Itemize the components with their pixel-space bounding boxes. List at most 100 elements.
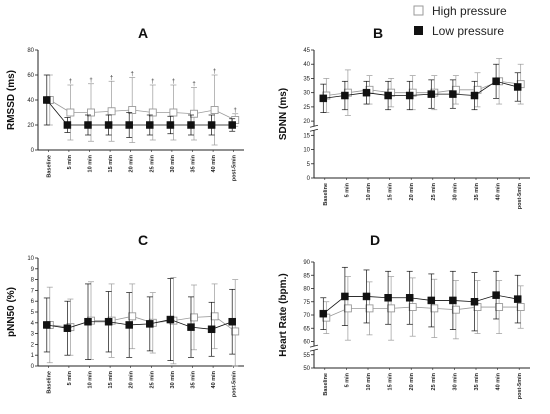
panel-letter: B — [373, 25, 383, 41]
y-tick-label: 1 — [31, 353, 35, 359]
data-point-low-pressure — [362, 88, 371, 97]
significance-marker: † — [172, 79, 175, 85]
x-tick-label: post-5min — [232, 370, 238, 397]
axis-break-mark — [309, 124, 319, 128]
data-point-low-pressure — [125, 321, 133, 329]
data-point-high-pressure — [107, 107, 116, 116]
y-tick-label: 80 — [27, 48, 34, 54]
x-tick-label: 25 min — [149, 370, 155, 388]
data-point-low-pressure — [470, 298, 479, 306]
y-tick-label: 60 — [303, 340, 310, 346]
x-tick-label: 5 min — [344, 372, 350, 387]
data-point-low-pressure — [513, 83, 522, 91]
y-tick-label: 75 — [303, 300, 310, 306]
y-tick-label: 15 — [303, 133, 310, 139]
y-tick-label: 3 — [31, 332, 35, 338]
y-tick-label: 35 — [303, 76, 310, 82]
y-tick-label: 10 — [27, 256, 34, 262]
y-axis-label: pNN50 (%) — [6, 287, 17, 337]
data-point-high-pressure — [451, 305, 460, 314]
y-tick-label: 4 — [31, 321, 35, 327]
data-point-low-pressure — [228, 317, 236, 326]
y-tick-label: 9 — [31, 267, 35, 273]
x-tick-label: 20 min — [409, 372, 415, 390]
data-point-low-pressure — [63, 121, 72, 129]
x-tick-label: 20 min — [129, 154, 135, 172]
x-tick-label: post-5min — [517, 182, 523, 209]
y-tick-label: 5 — [307, 162, 311, 168]
x-tick-label: Baseline — [46, 155, 52, 178]
data-point-high-pressure — [365, 304, 374, 313]
data-point-low-pressure — [166, 315, 175, 324]
y-tick-label: 2 — [31, 342, 35, 348]
data-point-low-pressure — [228, 121, 236, 129]
series-line-low-pressure — [46, 319, 233, 330]
data-point-high-pressure — [430, 304, 439, 313]
data-point-low-pressure — [207, 325, 216, 334]
panel-letter: C — [138, 232, 148, 248]
panel-a: A RMSSD (ms) 0 20 40 60 80 Baseline 5 min 10 min 1… — [6, 25, 244, 181]
significance-marker: † — [234, 108, 237, 114]
y-tick-label: 5 — [31, 310, 35, 316]
significance-marker: † — [151, 79, 154, 85]
legend-label-low-pressure: Low pressure — [432, 24, 504, 38]
axis-break-gap — [311, 346, 317, 351]
data-point-low-pressure — [63, 324, 72, 332]
significance-marker: † — [192, 82, 195, 88]
data-point-high-pressure — [190, 109, 198, 118]
x-tick-label: 35 min — [474, 372, 480, 390]
data-point-low-pressure — [43, 321, 51, 329]
data-point-low-pressure — [319, 94, 328, 103]
x-tick-label: 5 min — [67, 370, 73, 385]
legend-marker-high-pressure — [413, 5, 424, 16]
x-tick-label: 15 min — [108, 154, 114, 172]
data-point-low-pressure — [341, 292, 349, 301]
y-tick-label: 6 — [31, 299, 35, 305]
x-tick-label: 40 min — [496, 372, 502, 390]
y-tick-label: 50 — [303, 366, 310, 372]
x-tick-label: post-5min — [232, 154, 238, 181]
x-tick-label: 25 min — [431, 372, 437, 390]
x-tick-label: 30 min — [170, 154, 176, 172]
legend-label-high-pressure: High pressure — [432, 4, 507, 18]
series-line-low-pressure — [323, 80, 518, 99]
series-line-low-pressure — [46, 99, 233, 126]
y-tick-label: 25 — [303, 105, 310, 111]
x-tick-label: 15 min — [388, 372, 394, 390]
data-point-low-pressure — [513, 295, 522, 303]
data-point-high-pressure — [495, 303, 504, 311]
y-axis-label: RMSSD (ms) — [6, 70, 17, 130]
axis-break-mark — [309, 348, 319, 352]
data-point-low-pressure — [449, 296, 457, 305]
y-tick-label: 60 — [27, 73, 34, 79]
x-tick-label: 40 min — [211, 370, 217, 388]
data-point-high-pressure — [387, 304, 396, 313]
axis-break-mark — [309, 128, 319, 132]
y-axis-label: SDNN (ms) — [278, 88, 289, 140]
series-line-high-pressure — [49, 99, 236, 121]
data-point-low-pressure — [125, 121, 133, 129]
axis-break-mark — [309, 344, 319, 348]
y-tick-label: 90 — [303, 260, 310, 266]
x-tick-label: 30 min — [170, 370, 176, 388]
data-point-low-pressure — [427, 90, 436, 98]
data-point-high-pressure — [516, 303, 525, 311]
data-point-low-pressure — [146, 121, 154, 129]
legend: High pressure Low pressure — [413, 4, 507, 38]
data-point-high-pressure — [148, 108, 157, 117]
x-tick-label: 35 min — [191, 370, 197, 388]
x-tick-label: 10 min — [366, 182, 372, 200]
data-point-low-pressure — [104, 317, 113, 326]
x-tick-label: Baseline — [46, 371, 52, 394]
data-point-high-pressure — [169, 108, 178, 117]
x-tick-label: 25 min — [149, 154, 155, 172]
panel-letter: A — [138, 25, 148, 41]
significance-marker: † — [110, 75, 113, 81]
data-point-low-pressure — [341, 91, 349, 100]
x-tick-label: 10 min — [88, 370, 94, 388]
data-point-low-pressure — [166, 121, 175, 129]
data-point-low-pressure — [492, 77, 500, 86]
y-tick-label: 55 — [303, 353, 310, 359]
data-point-low-pressure — [384, 91, 392, 100]
